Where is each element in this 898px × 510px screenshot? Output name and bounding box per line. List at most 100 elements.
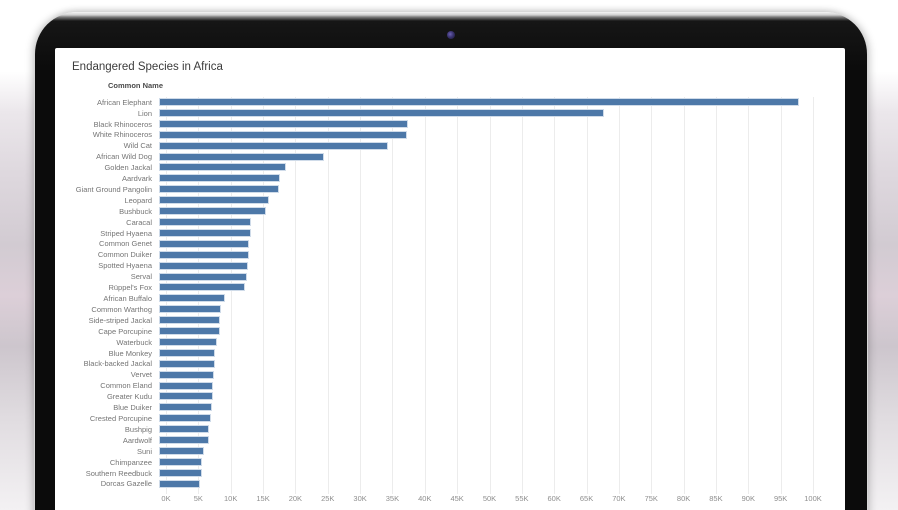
bar-track	[159, 282, 813, 293]
bar-label: Vervet	[130, 370, 152, 380]
bar[interactable]	[159, 337, 217, 346]
bar[interactable]	[159, 261, 248, 270]
chart-row: Blue Monkey	[55, 348, 813, 359]
bar[interactable]	[159, 316, 221, 325]
bar-chart: Endangered Species in Africa Common Name…	[55, 48, 845, 510]
bar[interactable]	[159, 283, 245, 292]
bar-track	[159, 97, 813, 108]
chart-row: Vervet	[55, 370, 813, 381]
laptop-bezel: Endangered Species in Africa Common Name…	[35, 12, 867, 510]
x-axis-tick-label: 30K	[353, 494, 367, 503]
bar[interactable]	[159, 403, 212, 412]
bar-label: Bushpig	[124, 424, 152, 434]
chart-row: Suni	[55, 446, 813, 457]
bar-track	[159, 468, 813, 479]
bar[interactable]	[159, 359, 215, 368]
chart-row: Bushbuck	[55, 206, 813, 217]
bar-label: Waterbuck	[116, 337, 152, 347]
bar[interactable]	[159, 196, 269, 205]
bar[interactable]	[159, 436, 209, 445]
chart-row: Common Genet	[55, 239, 813, 250]
bar[interactable]	[159, 272, 247, 281]
column-header: Common Name	[107, 81, 163, 90]
x-axis-tick-label: 40K	[418, 494, 432, 503]
chart-row: Southern Reedbuck	[55, 468, 813, 479]
x-axis-tick-label: 65K	[579, 494, 594, 503]
bar-label: Spotted Hyaena	[98, 261, 152, 271]
chart-row: Common Warthog	[55, 304, 813, 315]
x-axis-tick-label: 100K	[804, 494, 822, 503]
chart-row: Rüppel's Fox	[55, 282, 813, 293]
x-axis-tick-label: 25K	[321, 494, 335, 503]
bar-track	[159, 184, 813, 195]
chart-row: African Wild Dog	[55, 152, 813, 163]
bar[interactable]	[159, 185, 280, 194]
bar[interactable]	[159, 305, 222, 314]
webcam-icon	[447, 31, 455, 39]
x-axis-tick-label: 85K	[709, 494, 723, 503]
bar-track	[159, 391, 813, 402]
bar[interactable]	[159, 447, 205, 455]
bar[interactable]	[159, 370, 214, 379]
chart-row: Golden Jackal	[55, 162, 813, 173]
bar[interactable]	[159, 217, 252, 226]
bar[interactable]	[159, 479, 201, 488]
bar-track	[159, 359, 813, 370]
bar-label: Striped Hyaena	[100, 228, 152, 238]
bar-track	[159, 141, 813, 152]
bar-label: Golden Jackal	[104, 163, 152, 173]
bar[interactable]	[159, 457, 203, 466]
bar[interactable]	[159, 381, 214, 390]
chart-row: African Buffalo	[55, 293, 813, 304]
bar-track	[159, 370, 813, 381]
bar-label: Common Warthog	[91, 304, 152, 314]
bar-track	[159, 424, 813, 435]
chart-title: Endangered Species in Africa	[72, 61, 223, 73]
bar-track	[159, 108, 813, 119]
chart-row: Giant Ground Pangolin	[55, 184, 813, 195]
bar[interactable]	[159, 119, 408, 128]
bar[interactable]	[159, 141, 388, 150]
bar-label: Southern Reedbuck	[85, 468, 152, 478]
chart-row: Spotted Hyaena	[55, 261, 813, 272]
bar[interactable]	[159, 294, 226, 303]
bar-label: Dorcas Gazelle	[100, 479, 152, 489]
x-axis-tick-label: 15K	[256, 494, 270, 503]
chart-row: Common Eland	[55, 381, 813, 392]
x-axis-tick-label: 75K	[644, 494, 658, 503]
laptop-base-left-edge	[0, 0, 34, 510]
chart-row: Leopard	[55, 195, 813, 206]
bar-track	[159, 446, 813, 457]
bar[interactable]	[159, 174, 280, 183]
bar[interactable]	[159, 228, 251, 237]
bar[interactable]	[159, 163, 286, 172]
chart-row: White Rhinoceros	[55, 130, 813, 141]
x-axis-tick-label: 0K	[161, 494, 171, 503]
chart-row: African Elephant	[55, 97, 813, 108]
bar-track	[159, 217, 813, 228]
chart-row: Crested Porcupine	[55, 413, 813, 424]
x-axis-tick-label: 45K	[450, 494, 464, 503]
bar-track	[159, 457, 813, 468]
bar[interactable]	[159, 327, 221, 336]
chart-row: Blue Duiker	[55, 402, 813, 413]
bar-track	[159, 348, 813, 359]
bar[interactable]	[159, 130, 407, 139]
bar[interactable]	[159, 468, 202, 477]
bar[interactable]	[159, 392, 213, 401]
bar[interactable]	[159, 414, 211, 423]
bar[interactable]	[159, 98, 799, 106]
bar-track	[159, 119, 813, 130]
bar[interactable]	[159, 250, 249, 259]
bar[interactable]	[159, 425, 210, 434]
bar[interactable]	[159, 108, 604, 117]
bar-track	[159, 162, 813, 173]
bar[interactable]	[159, 207, 267, 216]
bar[interactable]	[159, 152, 325, 161]
bar-label: White Rhinoceros	[92, 130, 152, 140]
bar[interactable]	[159, 348, 216, 357]
laptop-base-right-edge	[868, 0, 898, 510]
bar[interactable]	[159, 239, 250, 248]
bar-label: Side-striped Jackal	[88, 315, 152, 325]
bar-track	[159, 326, 813, 337]
